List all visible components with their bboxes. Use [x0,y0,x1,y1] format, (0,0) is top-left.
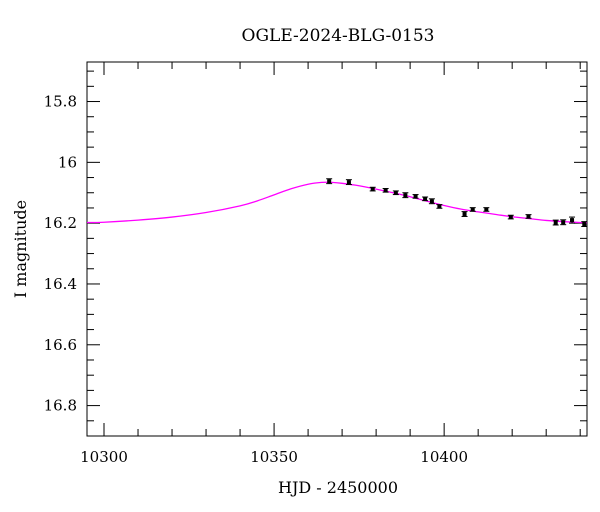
x-axis-label: HJD - 2450000 [278,478,398,497]
data-point [553,220,558,225]
y-tick-label: 16.2 [44,214,77,232]
data-point [327,179,332,184]
model-curve [87,181,587,224]
y-tick-label: 16.6 [44,336,77,354]
data-point [413,194,418,199]
data-point [403,193,408,198]
x-tick-label: 10300 [80,448,128,466]
x-tick-label: 10400 [420,448,468,466]
x-tick-label: 10350 [250,448,298,466]
data-point [582,222,587,227]
observation-series [326,178,587,227]
data-point [423,196,428,201]
data-point [484,207,489,212]
chart-title: OGLE-2024-BLG-0153 [242,26,435,46]
axis-ticks [87,62,587,437]
model-series [87,181,587,224]
data-point [462,212,467,217]
y-tick-label: 16 [58,153,77,171]
data-point [393,190,398,195]
y-axis-label: I magnitude [11,200,30,298]
data-point [508,215,513,220]
data-point [561,220,566,225]
data-point [383,188,388,193]
data-point [570,218,575,223]
data-point [346,180,351,185]
data-point [470,207,475,212]
axis-tick-labels: 10300 10350 10400 15.8 16 16.2 16.4 16.6 16.8 [44,93,468,466]
data-point [370,187,375,192]
y-tick-label: 16.8 [44,397,77,415]
data-point [429,199,434,204]
data-point [526,214,531,219]
plot-frame [86,61,588,437]
y-tick-label: 15.8 [44,93,77,111]
data-point [437,204,442,209]
y-tick-label: 16.4 [44,275,77,293]
